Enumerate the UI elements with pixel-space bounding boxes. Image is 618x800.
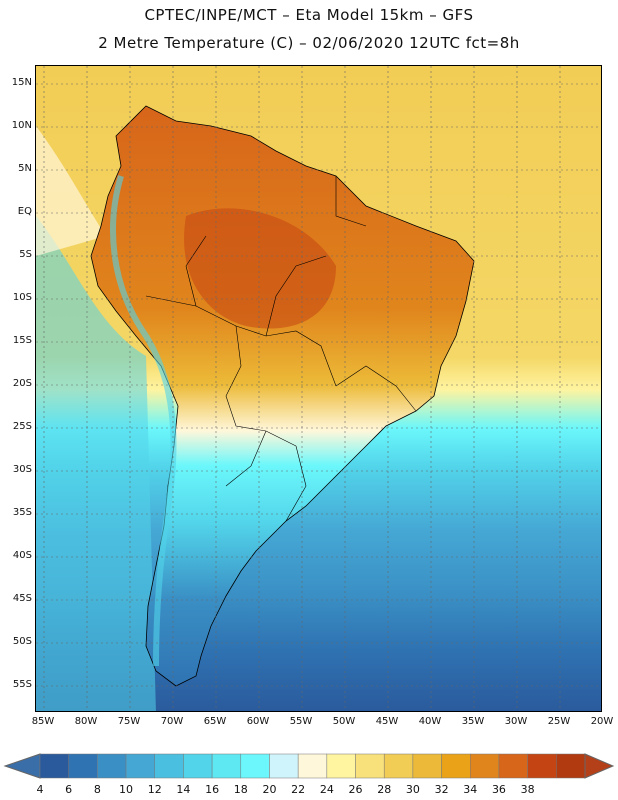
colorbar bbox=[3, 753, 615, 779]
lat-label: 5N bbox=[18, 163, 32, 174]
lon-label: 40W bbox=[418, 716, 442, 727]
lat-label: 55S bbox=[12, 679, 32, 690]
colorbar-label: 10 bbox=[119, 783, 134, 796]
andes-cool-line bbox=[110, 175, 177, 667]
lat-label: 30S bbox=[12, 464, 32, 475]
colorbar-swatch bbox=[441, 753, 471, 779]
amazon-hot-core bbox=[184, 208, 336, 329]
pacific-cool-field bbox=[36, 216, 156, 711]
colorbar-swatch bbox=[269, 753, 299, 779]
colorbar-under-arrow bbox=[3, 753, 41, 779]
lat-label: 10N bbox=[11, 120, 32, 131]
lon-label: 75W bbox=[117, 716, 141, 727]
pacific-warm-strip bbox=[36, 126, 106, 256]
lat-label: 15S bbox=[12, 335, 32, 346]
lon-label: 50W bbox=[332, 716, 356, 727]
lat-label: EQ bbox=[17, 206, 32, 217]
lat-label: 15N bbox=[11, 77, 32, 88]
colorbar-label: 22 bbox=[291, 783, 306, 796]
lat-label: 50S bbox=[12, 636, 32, 647]
colorbar-swatch bbox=[527, 753, 557, 779]
colorbar-label: 28 bbox=[377, 783, 392, 796]
colorbar-label: 16 bbox=[205, 783, 220, 796]
colorbar-swatch bbox=[97, 753, 127, 779]
colorbar-swatch bbox=[211, 753, 242, 779]
colorbar-swatch bbox=[125, 753, 155, 779]
lat-label: 5S bbox=[19, 249, 32, 260]
title-line-1: CPTEC/INPE/MCT – Eta Model 15km – GFS bbox=[144, 6, 474, 24]
colorbar-label: 8 bbox=[93, 783, 101, 796]
colorbar-label: 30 bbox=[405, 783, 420, 796]
colorbar-swatch bbox=[297, 753, 328, 779]
colorbar-label: 18 bbox=[233, 783, 248, 796]
lon-label: 85W bbox=[31, 716, 55, 727]
lon-label: 20W bbox=[590, 716, 614, 727]
lat-label: 45S bbox=[12, 593, 32, 604]
colorbar-swatch bbox=[470, 753, 500, 779]
lon-label: 35W bbox=[461, 716, 485, 727]
colorbar-swatch bbox=[240, 753, 270, 779]
colorbar-over-arrow bbox=[584, 753, 615, 779]
colorbar-swatch bbox=[383, 753, 414, 779]
colorbar-swatch bbox=[154, 753, 184, 779]
colorbar-label: 12 bbox=[147, 783, 162, 796]
colorbar-label: 24 bbox=[319, 783, 334, 796]
colorbar-swatch bbox=[498, 753, 528, 779]
colorbar-swatch bbox=[355, 753, 385, 779]
lat-label: 25S bbox=[12, 421, 32, 432]
lat-label: 35S bbox=[12, 507, 32, 518]
colorbar-swatch bbox=[183, 753, 213, 779]
lon-label: 70W bbox=[160, 716, 184, 727]
lon-label: 30W bbox=[504, 716, 528, 727]
colorbar-swatch bbox=[39, 753, 69, 779]
colorbar-label: 4 bbox=[36, 783, 44, 796]
lon-label: 25W bbox=[547, 716, 571, 727]
colorbar-label: 14 bbox=[176, 783, 191, 796]
colorbar-label: 34 bbox=[463, 783, 478, 796]
colorbar-swatch bbox=[412, 753, 442, 779]
colorbar-label: 38 bbox=[520, 783, 535, 796]
title-line-2: 2 Metre Temperature (C) – 02/06/2020 12U… bbox=[98, 34, 520, 52]
temperature-map bbox=[35, 65, 602, 712]
lat-label: 20S bbox=[12, 378, 32, 389]
colorbar-label: 36 bbox=[491, 783, 506, 796]
country-borders bbox=[145, 176, 417, 522]
colorbar-label: 20 bbox=[262, 783, 277, 796]
colorbar-label: 6 bbox=[65, 783, 73, 796]
lon-label: 80W bbox=[74, 716, 98, 727]
colorbar-swatch bbox=[326, 753, 356, 779]
colorbar-label: 26 bbox=[348, 783, 363, 796]
colorbar-swatch bbox=[556, 753, 586, 779]
lon-label: 45W bbox=[375, 716, 399, 727]
lon-label: 55W bbox=[289, 716, 313, 727]
lat-label: 40S bbox=[12, 550, 32, 561]
lat-label: 10S bbox=[12, 292, 32, 303]
lon-label: 65W bbox=[203, 716, 227, 727]
colorbar-label: 32 bbox=[434, 783, 449, 796]
lon-label: 60W bbox=[246, 716, 270, 727]
colorbar-swatch bbox=[68, 753, 98, 779]
